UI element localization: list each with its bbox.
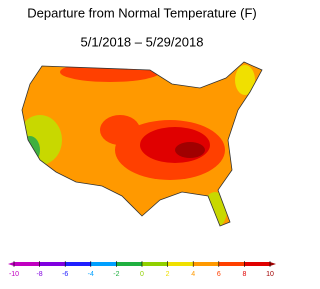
colorbar-tick-label: 8	[242, 271, 246, 278]
colorbar-segment	[167, 262, 194, 266]
title: Departure from Normal Temperature (F)	[27, 5, 257, 20]
colorbar-tick-label: 4	[191, 271, 195, 278]
colorbar-tick-label: -8	[36, 271, 42, 278]
colorbar-tick-label: -6	[62, 271, 68, 278]
colorbar-end	[270, 262, 276, 266]
colorbar-tick-label: 10	[266, 271, 274, 278]
colorbar-end	[8, 262, 14, 266]
colorbar-segment	[14, 262, 41, 266]
colorbar-tick-label: -2	[113, 271, 119, 278]
colorbar-tick-label: -10	[9, 271, 19, 278]
colorbar: -10 -8 -6 -4 -2 0 2 4 6 8 10	[8, 261, 276, 278]
colorbar-tick-label: 2	[166, 271, 170, 278]
colorbar-segment	[65, 262, 92, 266]
colorbar-segment	[39, 262, 66, 266]
colorbar-segment	[244, 262, 271, 266]
us-outline	[21, 61, 263, 227]
colorbar-segment	[142, 262, 169, 266]
colorbar-tick-label: 6	[217, 271, 221, 278]
map	[22, 62, 262, 226]
colorbar-segment	[90, 262, 117, 266]
colorbar-segment	[116, 262, 143, 266]
colorbar-tick-label: -4	[88, 271, 94, 278]
colorbar-tick-label: 0	[140, 271, 144, 278]
map-figure: Departure from Normal Temperature (F) 5/…	[8, 5, 276, 278]
subtitle: 5/1/2018 – 5/29/2018	[81, 34, 204, 49]
colorbar-segment	[218, 262, 245, 266]
colorbar-segment	[193, 262, 220, 266]
